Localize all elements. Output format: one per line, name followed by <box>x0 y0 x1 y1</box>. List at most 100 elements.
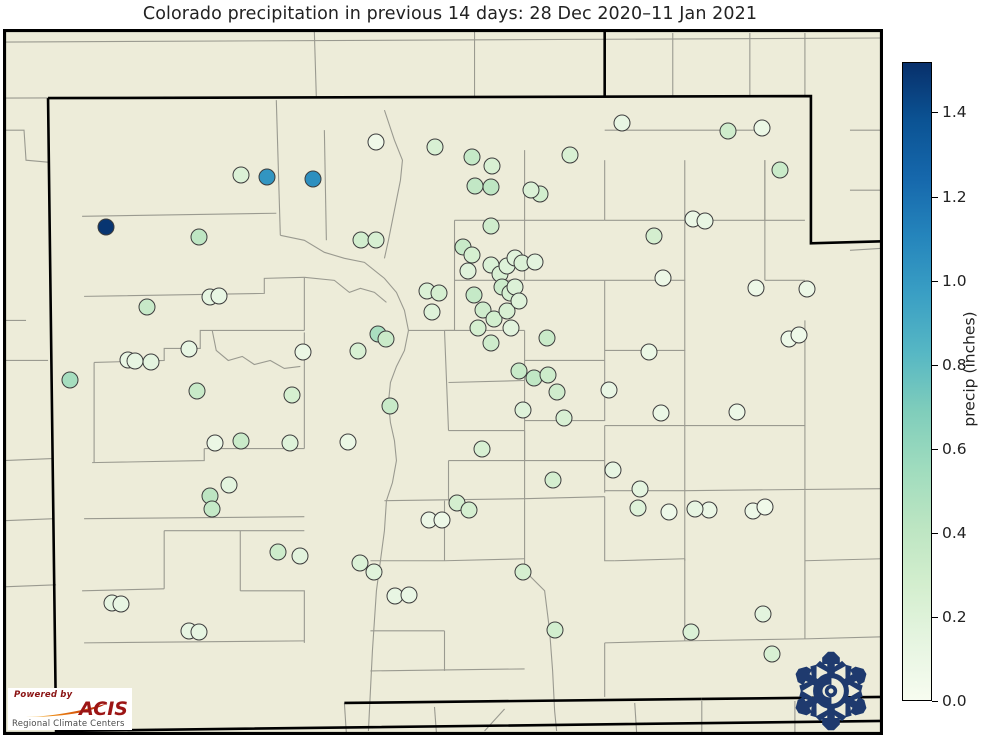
station-point[interactable] <box>466 177 484 195</box>
station-point[interactable] <box>763 645 781 663</box>
station-point[interactable] <box>686 500 704 518</box>
station-point[interactable] <box>281 434 299 452</box>
colorbar-tick <box>932 112 938 114</box>
colorbar-axis-label-wrap: precip (inches) <box>957 0 983 737</box>
station-point[interactable] <box>719 122 737 140</box>
station-point[interactable] <box>351 554 369 572</box>
station-point[interactable] <box>747 279 765 297</box>
station-point[interactable] <box>485 310 503 328</box>
snowflake-icon <box>795 651 867 731</box>
station-point[interactable] <box>510 292 528 310</box>
station-point[interactable] <box>645 227 663 245</box>
station-point[interactable] <box>498 302 516 320</box>
station-point[interactable] <box>206 434 224 452</box>
colorbar-tick-label: 1.2 <box>942 187 967 206</box>
station-point[interactable] <box>304 170 322 188</box>
station-point[interactable] <box>188 382 206 400</box>
station-point[interactable] <box>126 352 144 370</box>
station-point[interactable] <box>463 148 481 166</box>
station-point[interactable] <box>546 621 564 639</box>
station-point[interactable] <box>459 262 477 280</box>
colorbar-tick-label: 0.0 <box>942 692 967 710</box>
page-title: Colorado precipitation in previous 14 da… <box>142 4 758 24</box>
station-point[interactable] <box>482 178 500 196</box>
station-point[interactable] <box>544 471 562 489</box>
station-point[interactable] <box>522 181 540 199</box>
station-point[interactable] <box>561 146 579 164</box>
station-point[interactable] <box>423 303 441 321</box>
acis-wordmark: ACIS <box>79 698 128 720</box>
station-point[interactable] <box>142 353 160 371</box>
colorbar-tick-label: 0.6 <box>942 439 967 458</box>
station-point[interactable] <box>460 501 478 519</box>
station-point[interactable] <box>538 329 556 347</box>
station-point[interactable] <box>654 269 672 287</box>
station-point[interactable] <box>728 403 746 421</box>
station-point[interactable] <box>400 586 418 604</box>
station-point[interactable] <box>138 298 155 316</box>
station-point[interactable] <box>283 386 301 404</box>
station-point[interactable] <box>339 433 357 451</box>
station-point[interactable] <box>291 547 309 565</box>
station-point[interactable] <box>514 401 532 419</box>
station-point[interactable] <box>660 503 678 521</box>
station-point[interactable] <box>430 284 447 302</box>
station-point[interactable] <box>365 563 383 581</box>
station-point[interactable] <box>652 404 670 422</box>
station-point[interactable] <box>771 161 789 179</box>
colorbar-tick-label: 0.8 <box>942 355 967 374</box>
station-point[interactable] <box>555 409 573 427</box>
station-point[interactable] <box>604 461 622 479</box>
station-point[interactable] <box>473 440 491 458</box>
colorado-map-svg <box>4 30 882 734</box>
station-point[interactable] <box>433 511 450 529</box>
station-point[interactable] <box>220 476 238 494</box>
station-point[interactable] <box>482 217 500 235</box>
station-point[interactable] <box>381 397 399 415</box>
map-canvas[interactable] <box>3 29 883 735</box>
colorbar-axis-label: precip (inches) <box>961 310 979 427</box>
station-point[interactable] <box>640 343 658 361</box>
station-point[interactable] <box>756 498 774 516</box>
station-point[interactable] <box>539 366 557 384</box>
station-point[interactable] <box>180 340 198 358</box>
station-point[interactable] <box>61 371 79 388</box>
station-point[interactable] <box>232 432 250 450</box>
station-point[interactable] <box>526 253 544 271</box>
station-point[interactable] <box>190 228 208 246</box>
station-point[interactable] <box>754 605 772 622</box>
station-point[interactable] <box>97 218 115 236</box>
station-point[interactable] <box>294 343 312 361</box>
station-point[interactable] <box>426 138 444 156</box>
station-point[interactable] <box>269 543 287 561</box>
station-point[interactable] <box>600 381 618 399</box>
station-point[interactable] <box>682 623 700 641</box>
station-point[interactable] <box>502 319 520 337</box>
station-point[interactable] <box>190 623 208 641</box>
station-point[interactable] <box>258 168 276 186</box>
station-point[interactable] <box>483 157 501 175</box>
station-point[interactable] <box>465 286 483 304</box>
station-point[interactable] <box>790 326 808 344</box>
station-point[interactable] <box>367 133 385 151</box>
station-point[interactable] <box>482 334 500 352</box>
station-point[interactable] <box>203 500 221 518</box>
station-point[interactable] <box>349 342 367 360</box>
station-point[interactable] <box>232 166 250 184</box>
station-point[interactable] <box>463 246 481 264</box>
station-point[interactable] <box>210 287 228 305</box>
station-point[interactable] <box>631 480 649 498</box>
station-point[interactable] <box>613 114 631 132</box>
station-point[interactable] <box>798 280 816 298</box>
station-point[interactable] <box>548 383 566 401</box>
station-point[interactable] <box>753 119 771 137</box>
station-point[interactable] <box>514 563 532 581</box>
station-point[interactable] <box>696 212 714 230</box>
station-point[interactable] <box>629 499 647 517</box>
station-point[interactable] <box>469 319 487 337</box>
station-point[interactable] <box>112 595 130 613</box>
acis-swoosh-icon <box>22 703 108 717</box>
station-point[interactable] <box>367 231 385 249</box>
station-point[interactable] <box>377 330 395 348</box>
